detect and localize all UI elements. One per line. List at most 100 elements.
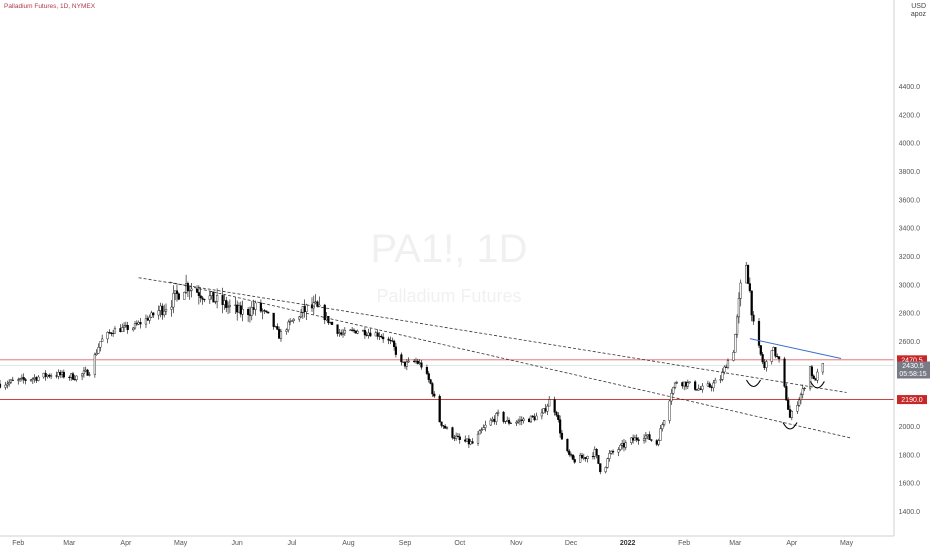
candle <box>354 330 357 334</box>
dashed-trendline[interactable] <box>138 277 847 393</box>
candle <box>95 349 98 356</box>
candle <box>491 416 494 423</box>
candle <box>542 408 545 414</box>
price-axis[interactable]: 1400.01600.01800.02000.02200.02400.02600… <box>893 0 921 536</box>
candle <box>507 417 511 426</box>
candle <box>101 334 104 342</box>
trendlines[interactable] <box>138 277 851 439</box>
candle <box>633 434 637 441</box>
candle <box>734 333 737 353</box>
candle <box>274 325 277 328</box>
y-tick-label: 3800.0 <box>899 169 921 176</box>
candle <box>378 332 381 340</box>
y-tick-label: 1800.0 <box>899 452 921 459</box>
candle <box>610 450 613 455</box>
candle <box>157 305 160 320</box>
candle <box>288 317 292 326</box>
candle <box>540 408 543 420</box>
candle <box>407 357 410 363</box>
candle <box>622 439 626 452</box>
y-tick-label: 3000.0 <box>899 282 921 289</box>
candle <box>535 412 538 421</box>
candle <box>814 377 817 381</box>
candle <box>387 336 390 345</box>
candle <box>555 410 558 418</box>
support-label-text: 2190.0 <box>901 397 923 404</box>
candle <box>402 361 405 363</box>
candle <box>86 368 89 376</box>
candle <box>650 439 653 442</box>
candle <box>236 300 239 321</box>
candle <box>478 429 481 435</box>
candle <box>515 420 518 426</box>
candle <box>735 314 739 338</box>
watermark-name: Palladium Futures <box>376 286 521 306</box>
plot-area[interactable] <box>0 261 894 475</box>
annotations <box>746 379 825 430</box>
currency-badge[interactable]: USD apoz <box>911 3 926 19</box>
dashed-trendline[interactable] <box>169 281 851 439</box>
candle <box>323 303 326 325</box>
candle <box>648 431 651 440</box>
candle <box>750 290 753 322</box>
candle <box>124 321 127 328</box>
candle <box>772 346 775 351</box>
x-tick-label: May <box>174 540 188 547</box>
candle <box>225 296 228 313</box>
candle <box>81 373 84 381</box>
candle <box>725 364 728 368</box>
candle <box>801 384 804 399</box>
candle <box>305 303 308 320</box>
y-tick-label: 2000.0 <box>899 424 921 431</box>
candle <box>252 299 255 315</box>
candle <box>796 401 799 414</box>
candle <box>444 424 447 429</box>
candle <box>663 420 666 427</box>
candle <box>363 326 366 339</box>
time-axis[interactable]: Feb Mar Apr May Jun Jul Aug Sep Oct Nov Dec 2022 Feb… <box>0 535 894 547</box>
price-labels: 2470.5 2430.5 05:58:15 2190.0 <box>897 355 930 405</box>
candle <box>495 412 498 426</box>
candle <box>11 376 14 381</box>
candle <box>787 397 790 410</box>
candle <box>106 331 109 344</box>
horizontal-levels <box>0 359 894 401</box>
candle <box>172 285 175 314</box>
candle <box>553 396 556 416</box>
x-tick-label: Dec <box>565 540 578 547</box>
candle <box>604 466 607 474</box>
candle <box>17 377 20 385</box>
candle <box>382 333 385 343</box>
candle <box>810 364 813 379</box>
candle <box>279 328 283 342</box>
candle <box>557 412 560 423</box>
candle <box>195 285 199 293</box>
candle <box>389 336 392 345</box>
candle <box>584 457 587 462</box>
candle <box>757 317 761 348</box>
candle <box>637 437 640 445</box>
candle <box>298 315 301 322</box>
support-price-label: 2190.0 <box>897 395 927 405</box>
candle <box>599 463 602 475</box>
candle <box>135 320 138 326</box>
y-tick-label: 4000.0 <box>899 141 921 148</box>
candle <box>531 415 534 419</box>
blue-trendline[interactable] <box>749 338 842 359</box>
candle <box>392 339 396 351</box>
candle <box>263 308 266 314</box>
candle <box>765 359 768 372</box>
candle <box>712 379 715 392</box>
candle <box>226 301 230 315</box>
candle <box>783 356 786 388</box>
candle <box>400 352 403 366</box>
candle <box>504 421 507 425</box>
candle <box>548 396 551 407</box>
candle <box>18 377 22 382</box>
candle <box>31 377 34 384</box>
candle <box>22 373 25 384</box>
candle <box>37 375 40 382</box>
candle <box>137 320 140 326</box>
candle <box>697 384 700 391</box>
